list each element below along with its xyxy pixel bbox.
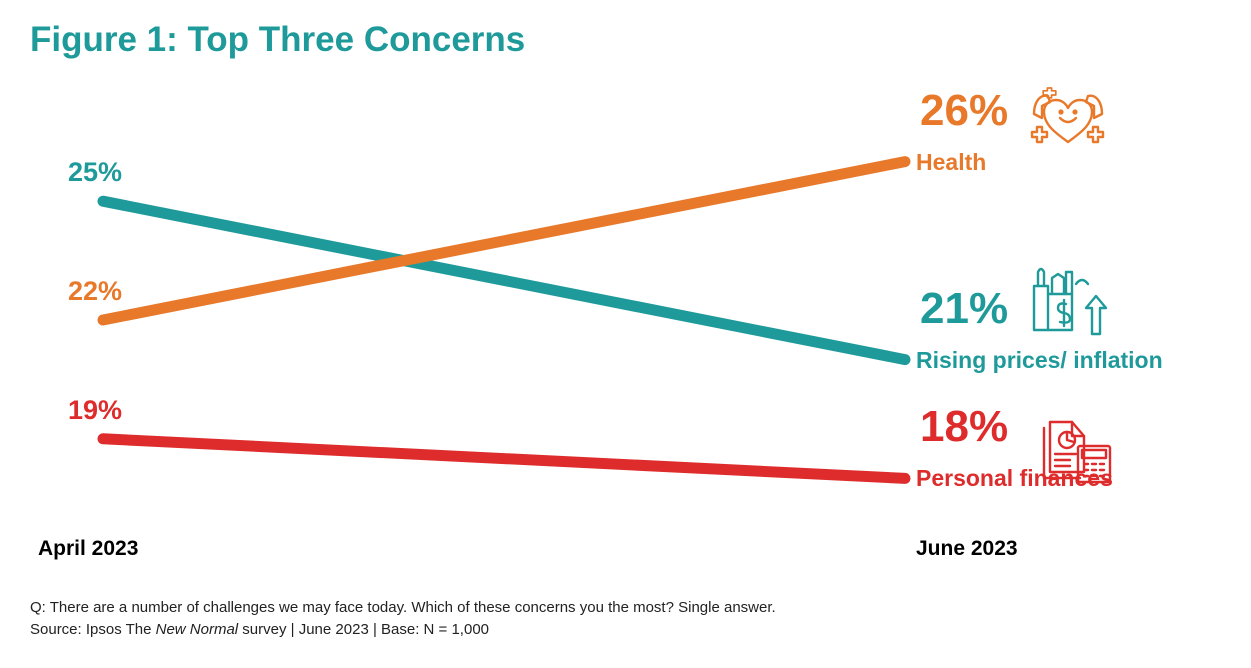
- grocery-price-icon: [1032, 267, 1108, 336]
- chart-title: Figure 1: Top Three Concerns: [30, 20, 526, 59]
- start-label-health: 22%: [68, 276, 123, 306]
- series-line-personal-finances: [97, 433, 911, 484]
- footnote-question: Q: There are a number of challenges we m…: [30, 599, 776, 616]
- series-name-health: Health: [916, 148, 987, 175]
- health-heart-icon: [1030, 87, 1105, 144]
- start-label-rising-prices: 25%: [68, 157, 123, 188]
- series-line-rising-prices: [97, 195, 911, 366]
- series-name-rising-prices: Rising prices/ inflation: [916, 346, 1163, 373]
- footnote-source-suffix: survey | June 2023 | Base: N = 1,000: [238, 621, 490, 638]
- x-label-june: June 2023: [916, 537, 1018, 560]
- finance-calculator-icon: [1042, 420, 1112, 484]
- end-label-rising-prices: 21%: [920, 283, 1009, 333]
- footnote-source-prefix: Source: Ipsos The: [30, 621, 156, 638]
- end-label-personal-finances: 18%: [920, 402, 1009, 452]
- series-line-health: [97, 156, 911, 326]
- x-label-april: April 2023: [38, 537, 139, 560]
- footnote-source-italic: New Normal: [155, 621, 239, 638]
- footnote-source: Source: Ipsos The New Normal survey | Ju…: [30, 621, 489, 638]
- end-label-health: 26%: [920, 85, 1009, 135]
- start-label-personal-finances: 19%: [68, 394, 123, 425]
